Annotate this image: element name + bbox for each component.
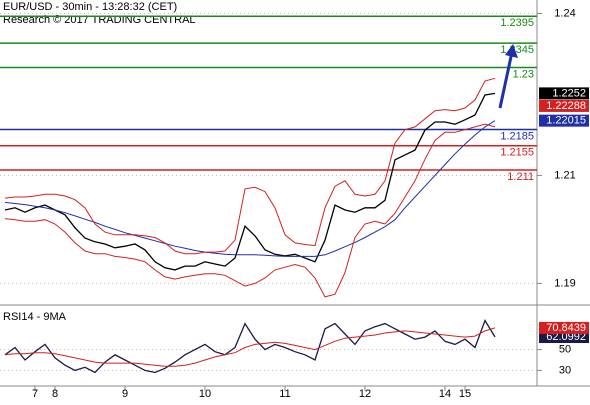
x-tick-label: 9 xyxy=(122,388,128,400)
y-tick-label: 30 xyxy=(559,364,571,376)
price-label-box xyxy=(539,87,589,100)
price-label: 62.0992 xyxy=(546,331,586,343)
series-line xyxy=(4,92,496,271)
series-line xyxy=(4,327,496,367)
series-line xyxy=(4,120,496,257)
x-tick-label: 14 xyxy=(439,388,451,400)
series-line xyxy=(4,319,496,374)
chart-title: EUR/USD - 30min - 13:28:32 (CET) xyxy=(3,1,177,13)
plot: 1.24 1.21 1.19 1.2395 1.2345 1.23 1.2185 1.2155… xyxy=(0,7,589,400)
price-label: 1.22288 xyxy=(546,100,586,112)
x-tick-label: 10 xyxy=(199,388,211,400)
price-label-box xyxy=(539,321,589,334)
x-tick-label: 15 xyxy=(459,388,471,400)
level-label: 1.2345 xyxy=(500,44,534,56)
level-label: 1.2185 xyxy=(500,130,534,142)
y-tick-label: 50 xyxy=(559,344,571,356)
level-label: 1.211 xyxy=(507,171,534,183)
price-label-box xyxy=(539,331,589,344)
y-tick-label: 1.24 xyxy=(554,7,575,19)
level-label: 1.2155 xyxy=(500,147,534,159)
y-tick-label: 1.21 xyxy=(554,169,575,181)
level-label: 1.2395 xyxy=(500,17,534,29)
y-tick-label: 1.19 xyxy=(554,277,575,289)
x-tick-label: 8 xyxy=(52,388,58,400)
price-label: 70.8439 xyxy=(546,322,586,334)
price-label: 1.2252 xyxy=(552,87,586,99)
x-tick-label: 11 xyxy=(279,388,290,400)
series-line xyxy=(4,77,496,255)
arrow-head xyxy=(505,44,518,58)
series-line xyxy=(4,123,496,298)
price-label-box xyxy=(539,114,589,127)
arrow xyxy=(498,51,514,109)
x-tick-label: 7 xyxy=(32,388,38,400)
x-tick-label: 12 xyxy=(359,388,371,400)
price-label-box xyxy=(539,99,589,112)
price-label: 1.22015 xyxy=(546,115,586,127)
rsi-title: RSI14 - 9MA xyxy=(3,311,67,323)
level-label: 1.23 xyxy=(513,68,534,80)
